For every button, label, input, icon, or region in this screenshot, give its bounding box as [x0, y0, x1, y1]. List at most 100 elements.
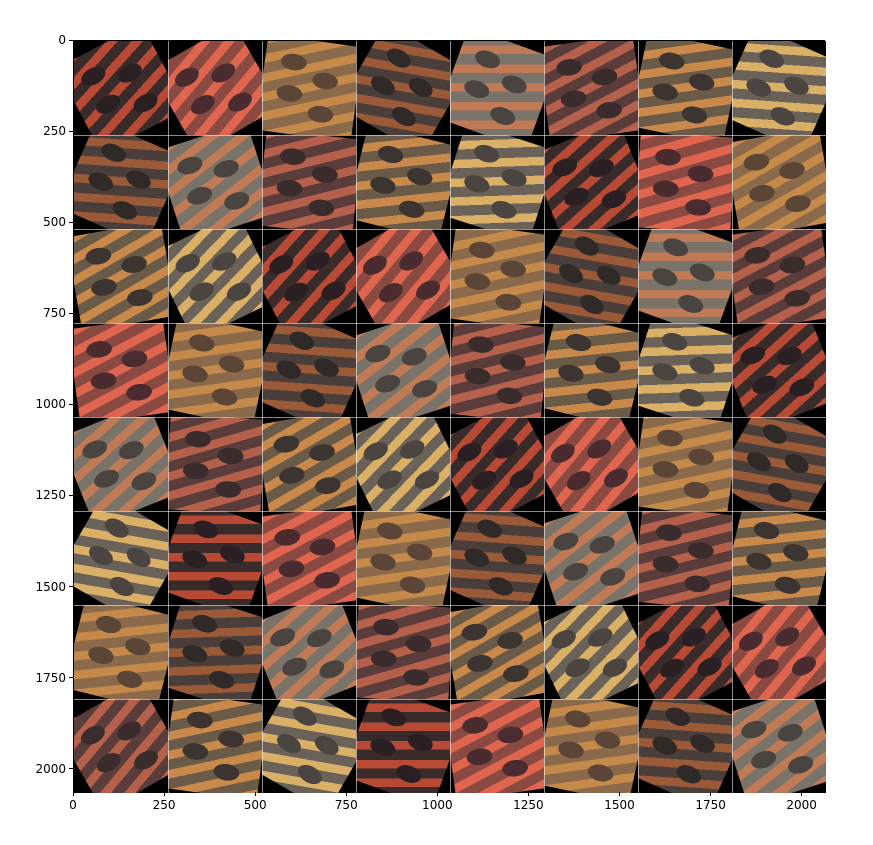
- tile-texture: [168, 699, 262, 793]
- mosaic-tile: [168, 417, 262, 511]
- tile-texture: [732, 41, 826, 135]
- y-axis-tick: [69, 586, 73, 587]
- mosaic-tile: [638, 511, 732, 605]
- mosaic-tile: [262, 417, 356, 511]
- tile-texture: [262, 323, 356, 417]
- tile-separator-horizontal: [74, 417, 826, 418]
- y-axis-tick-label: 0: [58, 33, 66, 47]
- tile-texture: [450, 41, 544, 135]
- x-axis-tick-label: 2000: [786, 798, 817, 812]
- mosaic-tile: [74, 135, 168, 229]
- tile-texture: [356, 417, 450, 511]
- x-axis-tick-label: 1250: [513, 798, 544, 812]
- mosaic-tile: [544, 135, 638, 229]
- tile-texture: [638, 41, 732, 135]
- tile-texture: [638, 417, 732, 511]
- mosaic-tile: [262, 699, 356, 793]
- x-axis-tick-label: 500: [243, 798, 267, 812]
- mosaic-tile: [450, 699, 544, 793]
- mosaic-tile: [638, 41, 732, 135]
- x-axis-tick-label: 1000: [422, 798, 453, 812]
- tile-texture: [168, 417, 262, 511]
- y-axis-tick: [69, 221, 73, 223]
- tile-texture: [356, 41, 450, 135]
- mosaic-tile: [74, 511, 168, 605]
- tile-texture: [356, 605, 450, 699]
- mosaic-tile: [168, 135, 262, 229]
- tile-texture: [74, 323, 168, 417]
- mosaic-tile: [544, 511, 638, 605]
- x-axis-tick: [72, 792, 74, 796]
- mosaic-tile: [450, 417, 544, 511]
- tile-texture: [450, 417, 544, 511]
- y-axis-tick: [69, 403, 73, 405]
- tile-texture: [262, 229, 356, 323]
- mosaic-tile: [450, 135, 544, 229]
- mosaic-tile: [168, 323, 262, 417]
- x-axis-tick: [163, 792, 165, 796]
- tile-texture: [74, 229, 168, 323]
- tile-texture: [450, 229, 544, 323]
- mosaic-tile: [544, 229, 638, 323]
- mosaic-tile: [544, 323, 638, 417]
- mosaic-tile: [544, 41, 638, 135]
- tile-texture: [168, 135, 262, 229]
- tile-texture: [450, 323, 544, 417]
- tile-texture: [262, 699, 356, 793]
- x-axis-tick: [619, 792, 620, 796]
- tile-texture: [450, 135, 544, 229]
- mosaic-tile: [74, 605, 168, 699]
- mosaic-tile: [168, 699, 262, 793]
- tile-texture: [544, 511, 638, 605]
- y-axis-tick-label: 1500: [35, 579, 66, 594]
- tile-separator-vertical: [544, 41, 545, 793]
- x-axis-tick-label: 0: [69, 798, 77, 812]
- tile-texture: [356, 135, 450, 229]
- x-axis-tick-label: 250: [152, 798, 176, 812]
- tile-texture: [74, 511, 168, 605]
- tile-texture: [262, 41, 356, 135]
- tile-texture: [544, 41, 638, 135]
- x-axis-tick: [527, 792, 529, 796]
- tile-texture: [74, 417, 168, 511]
- tile-texture: [638, 323, 732, 417]
- mosaic-tile: [356, 135, 450, 229]
- image-mosaic-plot: [73, 40, 826, 793]
- tile-texture: [262, 511, 356, 605]
- mosaic-tile: [262, 605, 356, 699]
- tile-texture: [450, 699, 544, 793]
- y-axis-tick: [69, 130, 73, 132]
- tile-texture: [544, 229, 638, 323]
- mosaic-tile: [732, 323, 826, 417]
- mosaic-tile: [356, 323, 450, 417]
- mosaic-tile: [732, 229, 826, 323]
- tile-separator-horizontal: [74, 511, 826, 512]
- mosaic-tile: [262, 135, 356, 229]
- tile-texture: [356, 699, 450, 793]
- mosaic-tile: [544, 605, 638, 699]
- tile-texture: [732, 605, 826, 699]
- y-axis-tick: [69, 312, 73, 314]
- mosaic-tile: [638, 229, 732, 323]
- y-axis-tick-label: 500: [43, 215, 66, 230]
- mosaic-tile: [638, 417, 732, 511]
- y-axis-tick: [69, 39, 73, 41]
- tile-texture: [74, 135, 168, 229]
- tile-texture: [544, 417, 638, 511]
- tile-texture: [168, 229, 262, 323]
- mosaic-tile: [356, 417, 450, 511]
- tile-separator-vertical: [638, 41, 639, 793]
- x-axis-tick: [436, 792, 438, 796]
- tile-texture: [544, 699, 638, 793]
- tile-texture: [544, 323, 638, 417]
- x-axis-tick-label: 750: [334, 798, 358, 812]
- tile-separator-horizontal: [74, 699, 826, 700]
- x-axis-tick: [710, 792, 712, 796]
- mosaic-tile: [262, 229, 356, 323]
- mosaic-tile: [732, 41, 826, 135]
- mosaic-tile: [74, 229, 168, 323]
- mosaic-tile: [356, 605, 450, 699]
- mosaic-tile: [74, 699, 168, 793]
- y-axis-tick-label: 2000: [35, 761, 66, 776]
- x-axis-tick: [254, 792, 256, 796]
